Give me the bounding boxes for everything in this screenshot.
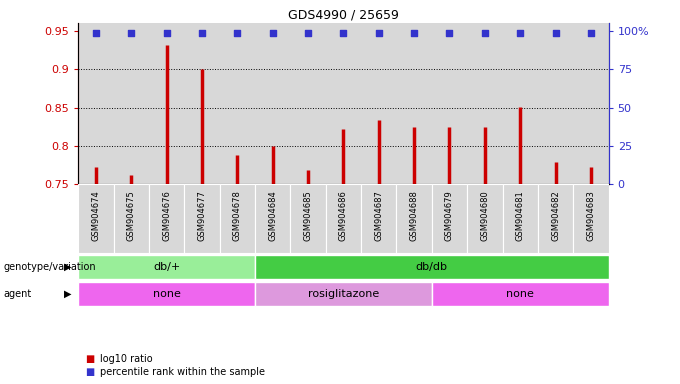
Text: percentile rank within the sample: percentile rank within the sample [100, 367, 265, 377]
Bar [503, 23, 538, 184]
Point [444, 30, 455, 36]
Bar [184, 23, 220, 184]
Bar [326, 23, 361, 184]
Text: GSM904686: GSM904686 [339, 190, 348, 241]
Point [161, 30, 172, 36]
FancyBboxPatch shape [573, 184, 609, 253]
Point [515, 30, 526, 36]
Text: GSM904683: GSM904683 [586, 190, 596, 241]
FancyBboxPatch shape [361, 184, 396, 253]
Text: ▶: ▶ [64, 262, 71, 272]
Title: GDS4990 / 25659: GDS4990 / 25659 [288, 9, 399, 22]
Point [126, 30, 137, 36]
Text: GSM904688: GSM904688 [409, 190, 419, 241]
Bar [432, 23, 467, 184]
FancyBboxPatch shape [255, 255, 609, 279]
Point [550, 30, 561, 36]
FancyBboxPatch shape [255, 282, 432, 306]
Text: ■: ■ [85, 367, 95, 377]
Text: GSM904684: GSM904684 [268, 190, 277, 241]
FancyBboxPatch shape [184, 184, 220, 253]
Point [303, 30, 313, 36]
Text: agent: agent [3, 289, 32, 299]
FancyBboxPatch shape [290, 184, 326, 253]
Bar [538, 23, 573, 184]
Point [90, 30, 101, 36]
Point [197, 30, 207, 36]
FancyBboxPatch shape [432, 184, 467, 253]
FancyBboxPatch shape [78, 184, 114, 253]
Text: genotype/variation: genotype/variation [3, 262, 96, 272]
Text: GSM904677: GSM904677 [197, 190, 207, 241]
FancyBboxPatch shape [255, 184, 290, 253]
Bar [573, 23, 609, 184]
Point [585, 30, 596, 36]
Point [479, 30, 490, 36]
FancyBboxPatch shape [78, 255, 255, 279]
Text: rosiglitazone: rosiglitazone [308, 289, 379, 299]
Point [338, 30, 349, 36]
Text: GSM904680: GSM904680 [480, 190, 490, 241]
Text: GSM904687: GSM904687 [374, 190, 384, 241]
Text: GSM904676: GSM904676 [162, 190, 171, 241]
Text: ■: ■ [85, 354, 95, 364]
FancyBboxPatch shape [220, 184, 255, 253]
Point [373, 30, 384, 36]
FancyBboxPatch shape [467, 184, 503, 253]
Text: GSM904685: GSM904685 [303, 190, 313, 241]
Bar [149, 23, 184, 184]
FancyBboxPatch shape [503, 184, 538, 253]
Text: log10 ratio: log10 ratio [100, 354, 152, 364]
Point [232, 30, 243, 36]
Bar [78, 23, 114, 184]
FancyBboxPatch shape [78, 282, 255, 306]
Text: db/db: db/db [415, 262, 448, 272]
Bar [255, 23, 290, 184]
Point [267, 30, 278, 36]
Text: db/+: db/+ [153, 262, 180, 272]
FancyBboxPatch shape [114, 184, 149, 253]
Text: GSM904675: GSM904675 [126, 190, 136, 241]
FancyBboxPatch shape [396, 184, 432, 253]
Text: none: none [507, 289, 534, 299]
Text: GSM904674: GSM904674 [91, 190, 101, 241]
Bar [361, 23, 396, 184]
FancyBboxPatch shape [538, 184, 573, 253]
Bar [467, 23, 503, 184]
Bar [396, 23, 432, 184]
Text: GSM904678: GSM904678 [233, 190, 242, 241]
Text: ▶: ▶ [64, 289, 71, 299]
Point [409, 30, 420, 36]
Text: none: none [153, 289, 180, 299]
FancyBboxPatch shape [432, 282, 609, 306]
Bar [290, 23, 326, 184]
Text: GSM904682: GSM904682 [551, 190, 560, 241]
FancyBboxPatch shape [149, 184, 184, 253]
Bar [220, 23, 255, 184]
Text: GSM904679: GSM904679 [445, 190, 454, 241]
Bar [114, 23, 149, 184]
FancyBboxPatch shape [326, 184, 361, 253]
Text: GSM904681: GSM904681 [515, 190, 525, 241]
